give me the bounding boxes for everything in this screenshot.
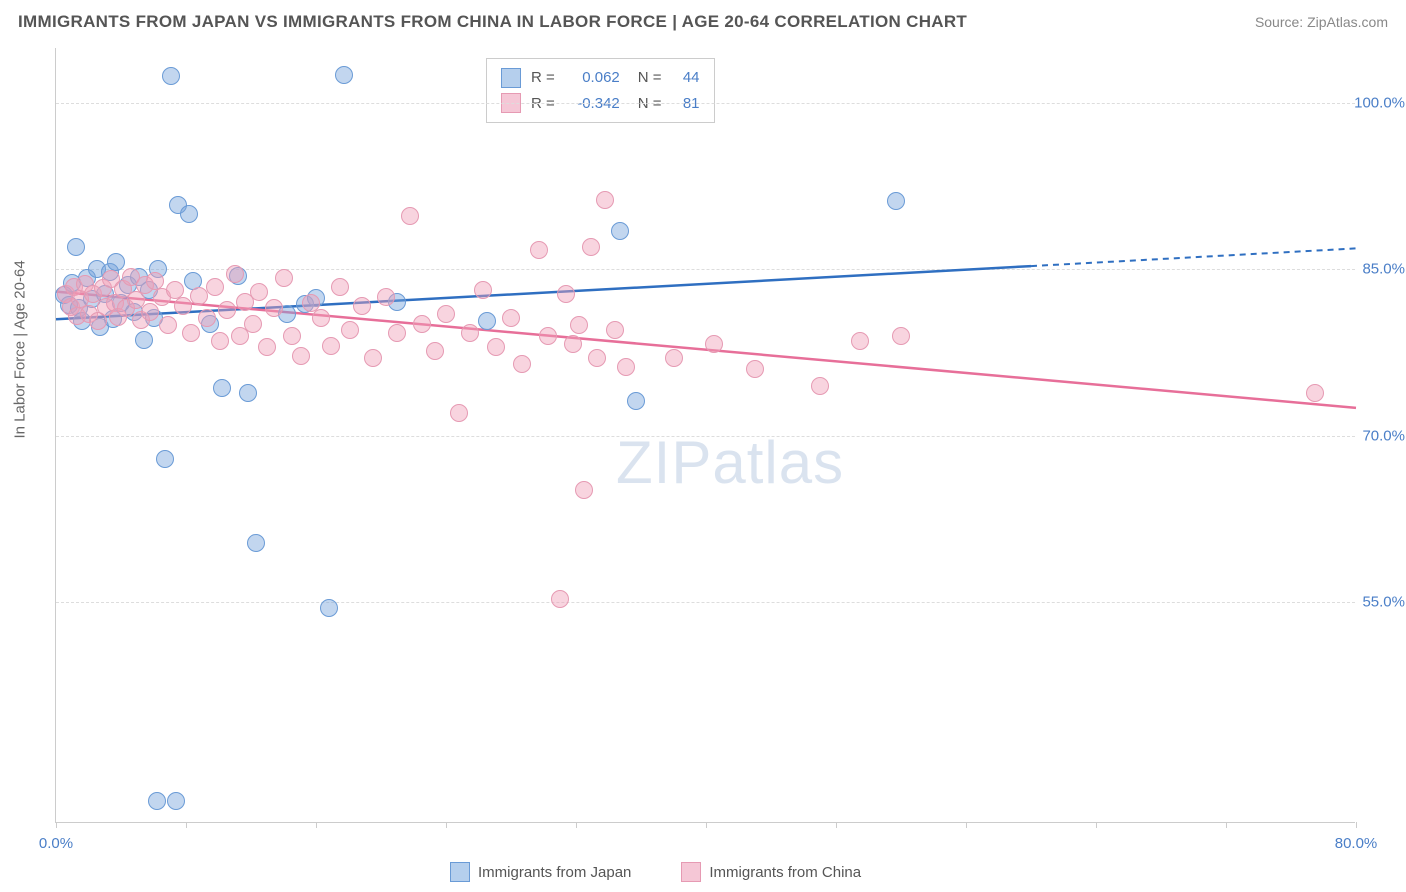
chart-title: IMMIGRANTS FROM JAPAN VS IMMIGRANTS FROM… [18, 12, 967, 32]
scatter-point [413, 315, 431, 333]
scatter-point [206, 278, 224, 296]
scatter-point [892, 327, 910, 345]
scatter-point [174, 297, 192, 315]
scatter-point [141, 303, 159, 321]
scatter-point [582, 238, 600, 256]
scatter-point [530, 241, 548, 259]
xtick-label: 0.0% [39, 835, 73, 852]
scatter-point [247, 534, 265, 552]
xtick-label: 80.0% [1335, 835, 1378, 852]
source-value: ZipAtlas.com [1307, 14, 1388, 30]
scatter-point [218, 301, 236, 319]
chart-header: IMMIGRANTS FROM JAPAN VS IMMIGRANTS FROM… [18, 12, 1388, 32]
scatter-point [388, 324, 406, 342]
legend-item-japan: Immigrants from Japan [450, 862, 631, 882]
scatter-point [190, 287, 208, 305]
scatter-point [244, 315, 262, 333]
scatter-point [148, 792, 166, 810]
scatter-point [539, 327, 557, 345]
scatter-point [180, 205, 198, 223]
scatter-point [320, 599, 338, 617]
scatter-point [1306, 384, 1324, 402]
scatter-point [811, 377, 829, 395]
scatter-point [401, 207, 419, 225]
scatter-point [341, 321, 359, 339]
legend-swatch-japan [450, 862, 470, 882]
scatter-point [564, 335, 582, 353]
y-axis-title: In Labor Force | Age 20-64 [12, 260, 29, 438]
scatter-point [283, 327, 301, 345]
scatter-point [705, 335, 723, 353]
scatter-point [474, 281, 492, 299]
source-label: Source: [1255, 14, 1307, 30]
scatter-point [135, 331, 153, 349]
scatter-point [182, 324, 200, 342]
scatter-point [746, 360, 764, 378]
scatter-point [211, 332, 229, 350]
scatter-point [487, 338, 505, 356]
scatter-point [250, 283, 268, 301]
scatter-point [226, 265, 244, 283]
scatter-point [461, 324, 479, 342]
scatter-point [146, 272, 164, 290]
legend-label-china: Immigrants from China [709, 864, 861, 881]
scatter-point [851, 332, 869, 350]
scatter-point [450, 404, 468, 422]
scatter-point [478, 312, 496, 330]
scatter-point [258, 338, 276, 356]
chart-plot-area: R = 0.062 N = 44 R = -0.342 N = 81 ZIPat… [55, 48, 1355, 823]
scatter-point [513, 355, 531, 373]
scatter-point [107, 253, 125, 271]
scatter-point [331, 278, 349, 296]
scatter-point [437, 305, 455, 323]
scatter-point [162, 67, 180, 85]
scatter-point [167, 792, 185, 810]
scatter-point [156, 450, 174, 468]
scatter-point [213, 379, 231, 397]
scatter-point [292, 347, 310, 365]
scatter-point [265, 299, 283, 317]
series-legend: Immigrants from Japan Immigrants from Ch… [450, 862, 861, 882]
scatter-point [887, 192, 905, 210]
scatter-point [426, 342, 444, 360]
scatter-point [575, 481, 593, 499]
trend-line-dashed-japan [1031, 248, 1356, 266]
scatter-point [665, 349, 683, 367]
scatter-point [617, 358, 635, 376]
scatter-point [322, 337, 340, 355]
scatter-point [551, 590, 569, 608]
scatter-point [159, 316, 177, 334]
scatter-point [275, 269, 293, 287]
scatter-point [67, 238, 85, 256]
scatter-point [557, 285, 575, 303]
trend-lines [56, 48, 1356, 823]
scatter-point [239, 384, 257, 402]
legend-label-japan: Immigrants from Japan [478, 864, 631, 881]
scatter-point [570, 316, 588, 334]
scatter-point [335, 66, 353, 84]
source-attribution: Source: ZipAtlas.com [1255, 14, 1388, 30]
scatter-point [627, 392, 645, 410]
scatter-point [588, 349, 606, 367]
scatter-point [377, 288, 395, 306]
xtick [1356, 822, 1357, 828]
legend-swatch-china [681, 862, 701, 882]
scatter-point [502, 309, 520, 327]
scatter-point [312, 309, 330, 327]
scatter-point [606, 321, 624, 339]
scatter-point [596, 191, 614, 209]
scatter-point [353, 297, 371, 315]
legend-item-china: Immigrants from China [681, 862, 861, 882]
scatter-point [611, 222, 629, 240]
scatter-point [198, 309, 216, 327]
scatter-point [364, 349, 382, 367]
